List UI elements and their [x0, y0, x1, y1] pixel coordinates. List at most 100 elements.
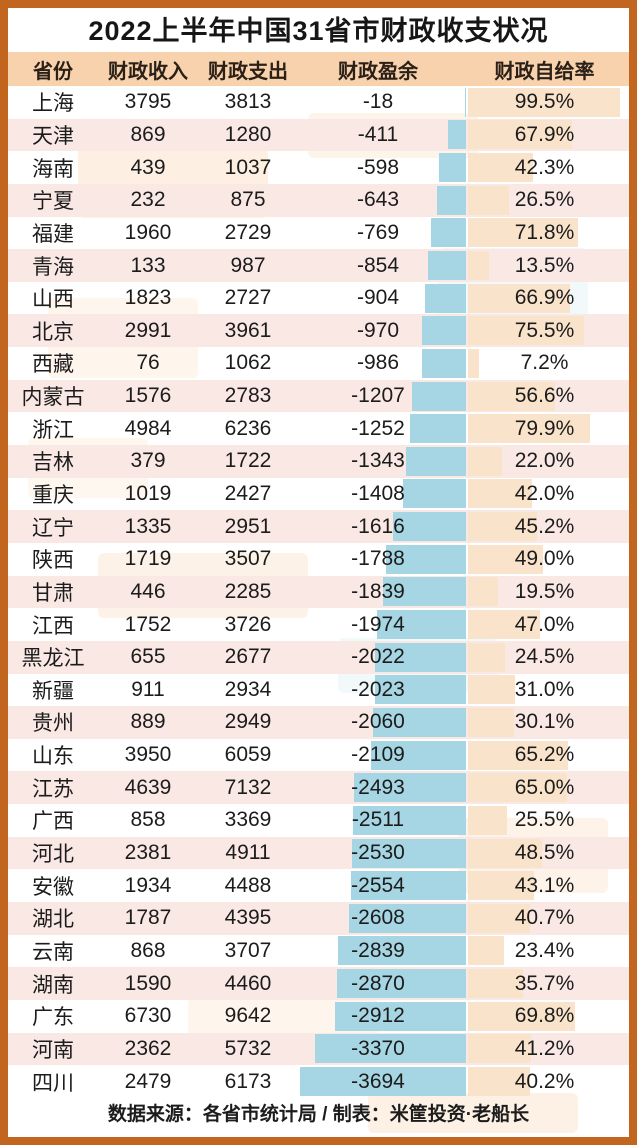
balance-cell: -854	[356, 253, 400, 277]
rate-cell: 23.4%	[514, 938, 575, 962]
table-row: 黑龙江 655 2677 -2022 24.5%	[8, 640, 629, 674]
rate-bar	[468, 185, 509, 215]
rate-bar	[468, 544, 543, 574]
rate-cell: 42.0%	[514, 482, 575, 505]
province-cell: 海南	[32, 157, 74, 181]
balance-cell: -2912	[351, 1004, 405, 1028]
column-header-province: 省份	[33, 60, 73, 83]
rate-cell: 45.2%	[514, 514, 575, 538]
balance-cell: -1788	[351, 547, 405, 571]
deficit-bar	[373, 707, 466, 737]
deficit-bar	[403, 479, 466, 509]
balance-cell: -2511	[351, 808, 405, 832]
balance-cell: -2493	[351, 775, 405, 799]
rate-cell: 67.9%	[514, 122, 575, 146]
balance-cell: -2530	[351, 841, 405, 865]
rate-cell: 31.0%	[514, 677, 575, 701]
expenditure-cell: 3369	[224, 808, 272, 832]
expenditure-cell: 7132	[224, 775, 272, 799]
deficit-bar	[437, 185, 466, 215]
rate-bar	[468, 479, 532, 509]
expenditure-cell: 1062	[224, 351, 272, 375]
deficit-bar	[431, 218, 466, 248]
table-row: 海南 439 1037 -598 42.3%	[8, 151, 629, 184]
balance-cell: -2870	[351, 971, 405, 995]
deficit-bar	[393, 512, 466, 542]
rate-cell: 7.2%	[520, 351, 569, 375]
revenue-cell: 911	[131, 677, 165, 701]
expenditure-cell: 987	[230, 253, 266, 277]
expenditure-cell: 2427	[224, 482, 272, 505]
rate-cell: 25.5%	[514, 808, 575, 832]
revenue-cell: 379	[130, 449, 166, 473]
revenue-cell: 3950	[124, 743, 172, 767]
rate-bar	[468, 903, 530, 933]
deficit-bar	[315, 1034, 466, 1064]
rate-bar	[468, 969, 523, 999]
rate-cell: 65.2%	[514, 743, 575, 767]
balance-cell: -2608	[351, 906, 405, 930]
rate-cell: 30.1%	[514, 710, 575, 734]
deficit-bar	[375, 642, 466, 672]
balance-cell: -769	[356, 220, 400, 244]
province-cell: 湖北	[32, 908, 74, 932]
province-cell: 河北	[32, 843, 74, 867]
column-header-rate: 财政自给率	[494, 60, 595, 83]
rate-bar	[468, 414, 590, 444]
balance-cell: -3694	[351, 1069, 405, 1093]
rate-cell: 40.2%	[514, 1069, 575, 1093]
expenditure-cell: 6236	[224, 416, 272, 440]
province-cell: 山东	[32, 745, 74, 769]
revenue-cell: 4984	[124, 416, 172, 440]
province-cell: 甘肃	[32, 581, 74, 605]
balance-cell: -1252	[351, 416, 405, 440]
revenue-cell: 869	[130, 122, 166, 146]
expenditure-cell: 2677	[224, 645, 272, 669]
balance-cell: -643	[356, 188, 400, 212]
province-cell: 宁夏	[32, 190, 74, 214]
rate-bar	[468, 1001, 575, 1031]
province-cell: 西藏	[32, 353, 74, 377]
deficit-bar	[383, 577, 466, 607]
deficit-bar	[377, 610, 466, 640]
revenue-cell: 3795	[124, 90, 172, 114]
revenue-cell: 4639	[124, 775, 172, 799]
rate-bar	[468, 87, 620, 117]
deficit-bar	[422, 316, 466, 346]
table-row: 河南 2362 5732 -3370 41.2%	[8, 1032, 629, 1066]
rate-bar	[468, 871, 534, 901]
table-row: 上海 3795 3813 -18 99.5%	[8, 86, 629, 119]
deficit-bar	[428, 251, 466, 280]
province-cell: 江西	[32, 614, 74, 638]
rate-bar	[468, 675, 515, 705]
table-row: 陕西 1719 3507 -1788 49.0%	[8, 543, 629, 576]
deficit-bar	[386, 544, 466, 574]
deficit-bar	[465, 87, 466, 117]
rate-bar	[468, 707, 514, 737]
expenditure-cell: 4395	[224, 906, 272, 930]
expenditure-cell: 3726	[224, 612, 272, 636]
rate-bar	[468, 153, 533, 183]
rate-bar	[468, 740, 568, 770]
table-row: 四川 2479 6173 -3694 40.2%	[8, 1065, 629, 1098]
province-cell: 福建	[32, 222, 74, 246]
deficit-bar	[375, 675, 466, 705]
deficit-bar	[425, 283, 466, 313]
deficit-bar	[406, 446, 466, 476]
revenue-cell: 2991	[124, 318, 172, 342]
balance-cell: -2554	[351, 873, 405, 897]
rate-bar	[468, 1067, 530, 1097]
expenditure-cell: 3507	[224, 547, 272, 571]
balance-cell: -1207	[351, 384, 405, 408]
revenue-cell: 2479	[124, 1069, 172, 1093]
revenue-cell: 1960	[124, 220, 172, 244]
balance-cell: -411	[357, 122, 399, 146]
province-cell: 河南	[32, 1038, 74, 1062]
table-row: 青海 133 987 -854 13.5%	[8, 249, 629, 282]
table-row: 西藏 76 1062 -986 7.2%	[8, 347, 629, 380]
rate-cell: 99.5%	[514, 90, 575, 114]
revenue-cell: 232	[130, 188, 166, 212]
deficit-bar	[337, 969, 466, 999]
balance-cell: -1839	[351, 579, 405, 603]
